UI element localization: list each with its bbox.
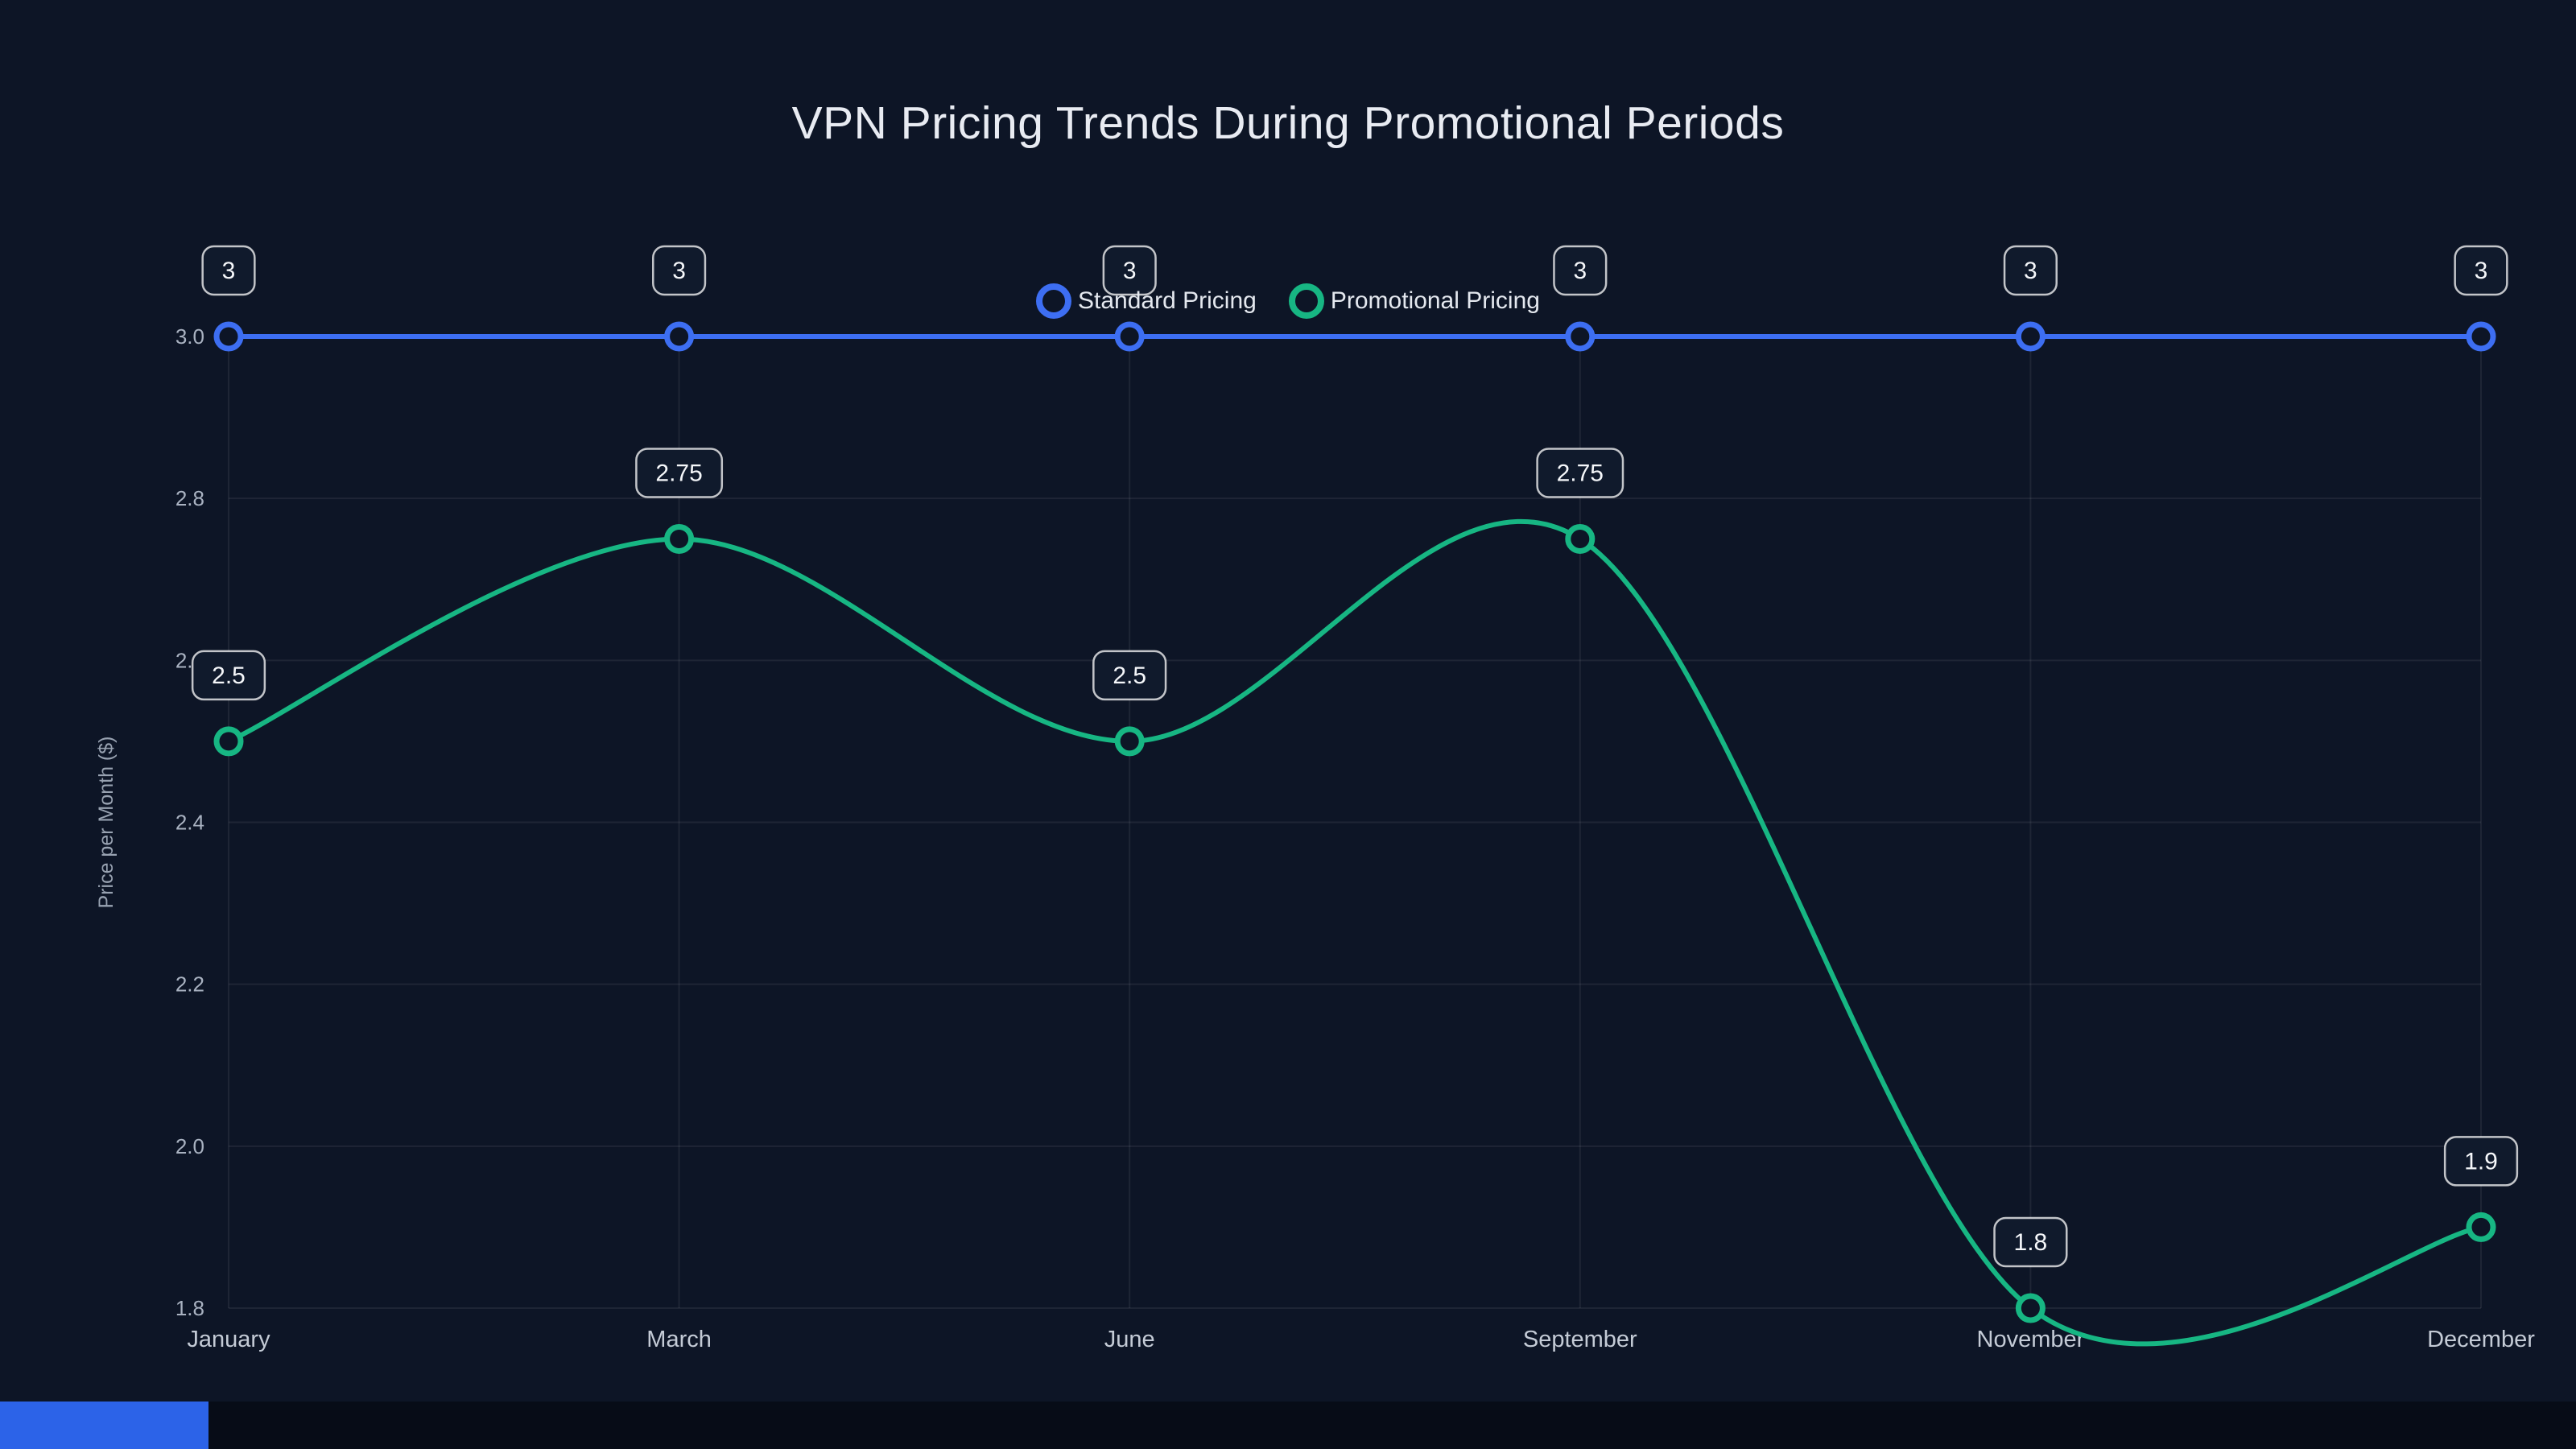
legend-marker-promotional-icon: [1288, 283, 1324, 319]
point-label-text: 2.75: [1557, 460, 1604, 486]
point-label-box: [2454, 245, 2508, 296]
legend-marker-standard-icon: [1036, 283, 1072, 319]
legend-label-standard: Standard Pricing: [1078, 287, 1257, 314]
y-axis-tick-label: 1.8: [175, 1296, 204, 1320]
data-point[interactable]: [1565, 321, 1596, 352]
y-axis-title: Price per Month ($): [95, 737, 118, 909]
data-point[interactable]: [664, 321, 695, 352]
point-label: 3: [2454, 245, 2508, 296]
point-label: 1.8: [1993, 1216, 2068, 1268]
data-point[interactable]: [2015, 321, 2046, 352]
point-label-text: 2.5: [1113, 663, 1146, 689]
point-label-text: 3: [2475, 258, 2488, 284]
point-label-text: 1.9: [2464, 1148, 2498, 1174]
chart-title: VPN Pricing Trends During Promotional Pe…: [791, 97, 1785, 149]
point-label: 3: [201, 245, 256, 296]
point-label-text: 3: [222, 258, 236, 284]
point-label: 2.5: [1092, 650, 1167, 701]
point-label-box: [652, 245, 707, 296]
chart-area: VPN Pricing Trends During Promotional Pe…: [0, 97, 2576, 1352]
point-label: 2.5: [191, 650, 266, 701]
point-label-box: [1993, 1216, 2068, 1268]
x-axis-tick-label: January: [187, 1327, 270, 1352]
point-label-text: 3: [1123, 258, 1137, 284]
point-label-text: 2.75: [655, 460, 702, 486]
point-label-text: 3: [672, 258, 686, 284]
point-label-box: [191, 650, 266, 701]
point-label-box: [1102, 245, 1157, 296]
point-label: 3: [1102, 245, 1157, 296]
footer-accent-bar: [0, 1402, 208, 1449]
x-axis-tick-label: December: [2427, 1327, 2535, 1352]
x-axis-tick-label: September: [1523, 1327, 1637, 1352]
x-axis-tick-label: June: [1104, 1327, 1155, 1352]
chart-legend: Standard Pricing Promotional Pricing: [0, 283, 2576, 319]
footer-bar: [0, 1402, 2576, 1449]
point-label: 3: [652, 245, 707, 296]
series-line-1: [226, 518, 2483, 1347]
y-axis-tick-label: 2.0: [175, 1134, 204, 1158]
point-label: 3: [1553, 245, 1608, 296]
point-label-text: 3: [2024, 258, 2037, 284]
point-label: 2.75: [635, 448, 724, 498]
point-label: 3: [2003, 245, 2058, 296]
legend-label-promotional: Promotional Pricing: [1330, 287, 1540, 314]
legend-item-promotional-pricing[interactable]: Promotional Pricing: [1288, 283, 1540, 319]
y-axis-tick-label: 3.0: [175, 324, 204, 349]
data-point[interactable]: [213, 726, 244, 757]
point-label-box: [2443, 1136, 2519, 1187]
point-label-box: [1092, 650, 1167, 701]
data-point[interactable]: [1565, 523, 1596, 554]
data-point[interactable]: [2015, 1293, 2046, 1323]
point-label: 2.75: [1536, 448, 1624, 498]
data-point[interactable]: [664, 523, 695, 554]
x-axis-tick-label: March: [646, 1327, 712, 1352]
data-point[interactable]: [213, 321, 244, 352]
point-label-box: [1553, 245, 1608, 296]
point-label-box: [201, 245, 256, 296]
y-axis-tick-label: 2.8: [175, 486, 204, 510]
point-label-box: [635, 448, 724, 498]
legend-item-standard-pricing[interactable]: Standard Pricing: [1036, 283, 1257, 319]
y-axis-tick-label: 2.4: [175, 811, 204, 835]
point-label-box: [1536, 448, 1624, 498]
point-label-box: [2003, 245, 2058, 296]
y-axis-tick-label: 2.2: [175, 972, 204, 997]
data-point[interactable]: [2466, 321, 2496, 352]
point-label-text: 1.8: [2014, 1229, 2048, 1256]
data-point[interactable]: [2466, 1212, 2496, 1242]
point-label: 1.9: [2443, 1136, 2519, 1187]
data-point[interactable]: [1114, 321, 1145, 352]
data-point[interactable]: [1114, 726, 1145, 757]
point-label-text: 3: [1573, 258, 1587, 284]
point-label-text: 2.5: [212, 663, 246, 689]
